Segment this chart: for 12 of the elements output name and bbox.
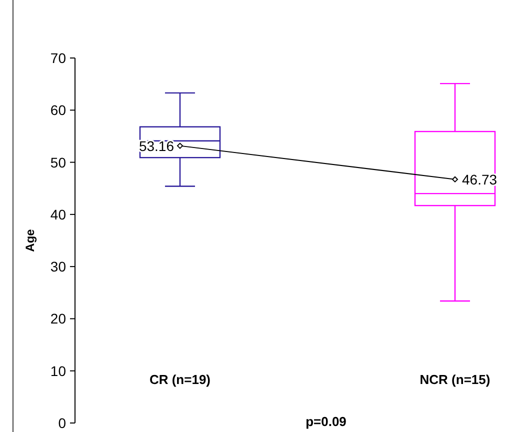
y-tick-label: 40 [50, 206, 66, 222]
y-tick-label: 70 [50, 50, 66, 66]
y-tick-label: 0 [58, 415, 66, 431]
y-tick-label: 50 [50, 154, 66, 170]
y-tick-label: 20 [50, 310, 66, 327]
y-tick-label: 30 [50, 258, 66, 275]
y-axis-title: Age [23, 228, 37, 252]
x-tick-label: CR (n=19) [149, 372, 211, 387]
x-tick-label: NCR (n=15) [420, 372, 490, 387]
x-axis-title: p=0.09 [306, 414, 346, 429]
y-tick-label: 10 [50, 362, 66, 379]
y-tick-label: 60 [50, 102, 66, 118]
